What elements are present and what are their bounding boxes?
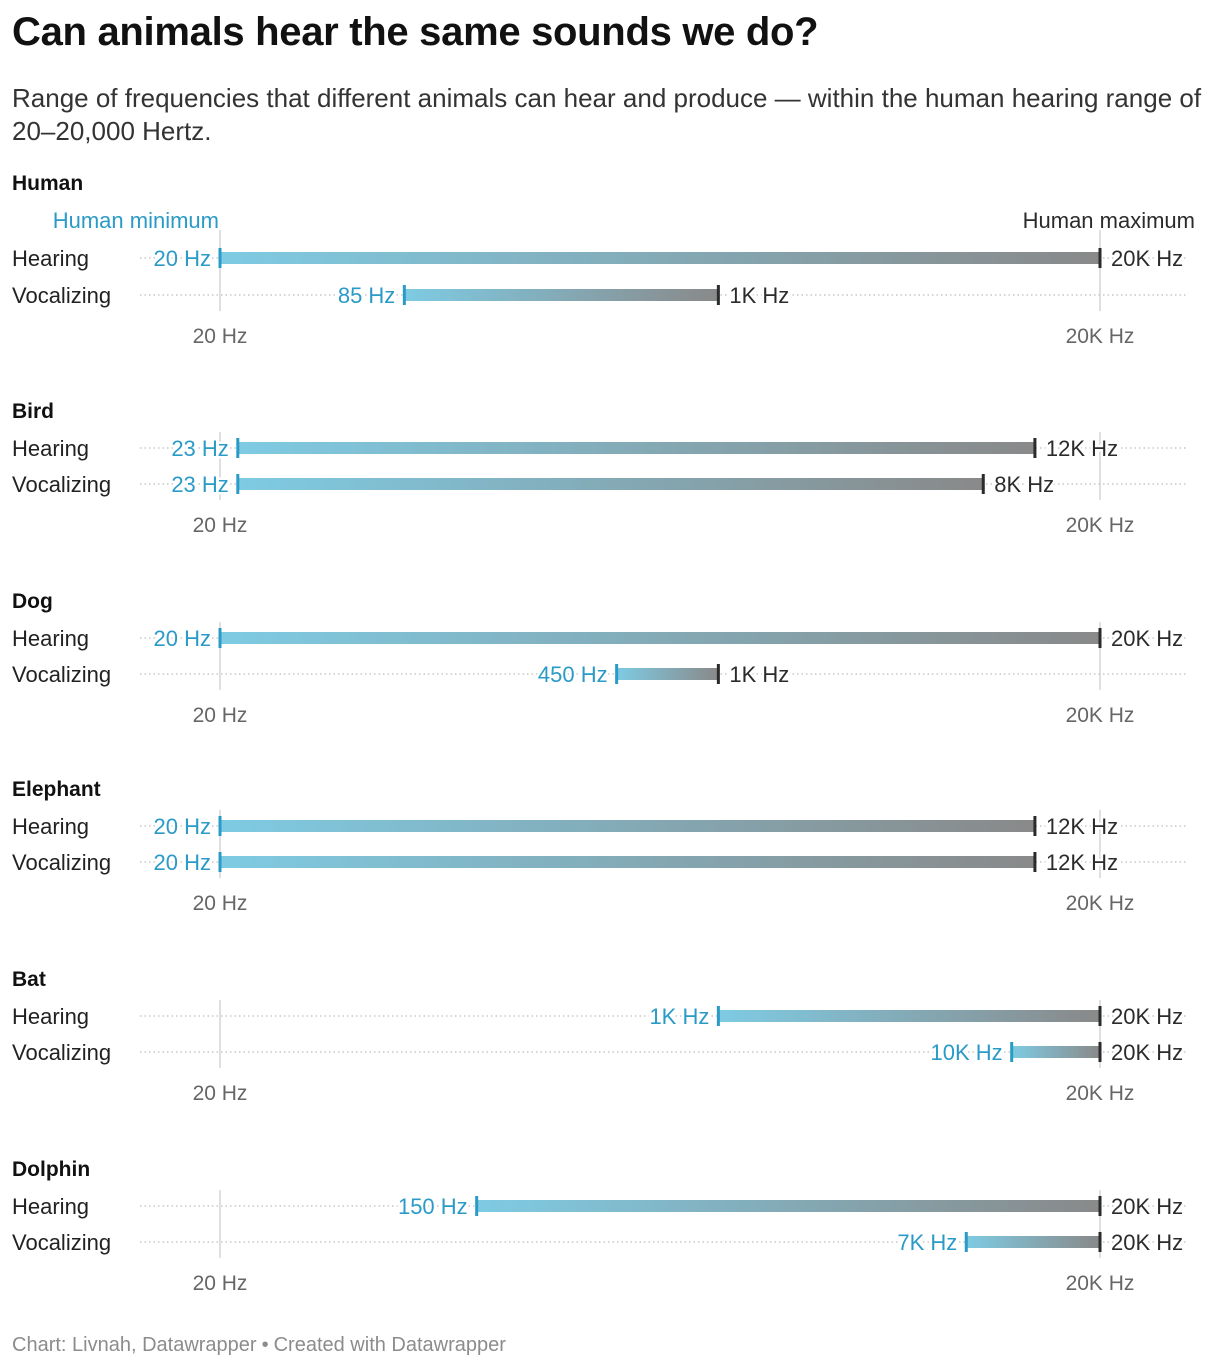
min-marker-bird-vocalizing — [236, 474, 240, 494]
max-label-bird-hearing: 12K Hz — [1046, 436, 1118, 461]
axis-tick-label-bat-1: 20K Hz — [1066, 1082, 1135, 1105]
axis-tick-label-dolphin-0: 20 Hz — [193, 1272, 248, 1295]
max-label-elephant-vocalizing: 12K Hz — [1046, 850, 1118, 875]
min-marker-elephant-hearing — [218, 816, 222, 836]
range-bar-elephant-hearing — [220, 820, 1035, 832]
panel-title-human: Human — [12, 172, 83, 195]
row-label-dog-vocalizing: Vocalizing — [12, 662, 111, 687]
range-chart: Human Human minimum Human maximum Hearing 20… — [12, 172, 1195, 1295]
row-label-dog-hearing: Hearing — [12, 626, 89, 651]
max-label-dog-hearing: 20K Hz — [1111, 626, 1183, 651]
max-label-elephant-hearing: 12K Hz — [1046, 814, 1118, 839]
max-label-dolphin-hearing: 20K Hz — [1111, 1194, 1183, 1219]
row-label-bird-vocalizing: Vocalizing — [12, 472, 111, 497]
max-marker-human-hearing — [1098, 248, 1102, 268]
max-label-bat-hearing: 20K Hz — [1111, 1004, 1183, 1029]
min-label-elephant-hearing: 20 Hz — [154, 814, 211, 839]
min-marker-bird-hearing — [236, 438, 240, 458]
min-marker-bat-vocalizing — [1010, 1042, 1014, 1062]
source-credit: Chart: Livnah, Datawrapper — [12, 1334, 257, 1356]
range-bar-bat-vocalizing — [1011, 1046, 1100, 1058]
min-marker-dog-hearing — [218, 628, 222, 648]
max-label-human-hearing: 20K Hz — [1111, 246, 1183, 271]
chart-title: Can animals hear the same sounds we do? — [12, 10, 819, 54]
panel-title-bat: Bat — [12, 968, 46, 991]
chart-subtitle: Range of frequencies that different anim… — [12, 83, 1202, 146]
axis-tick-label-dog-0: 20 Hz — [193, 704, 248, 727]
panel-title-elephant: Elephant — [12, 778, 101, 801]
panel-title-dolphin: Dolphin — [12, 1158, 90, 1181]
max-label-bird-vocalizing: 8K Hz — [994, 472, 1054, 497]
row-label-dolphin-hearing: Hearing — [12, 1194, 89, 1219]
annotation-human-minimum: Human minimum — [53, 208, 219, 233]
max-label-dog-vocalizing: 1K Hz — [729, 662, 789, 687]
range-bar-bat-hearing — [718, 1010, 1100, 1022]
tool-credit: Created with Datawrapper — [273, 1334, 506, 1356]
min-label-dog-hearing: 20 Hz — [154, 626, 211, 651]
range-bar-bird-hearing — [237, 442, 1035, 454]
max-label-dolphin-vocalizing: 20K Hz — [1111, 1230, 1183, 1255]
panel-title-bird: Bird — [12, 400, 54, 423]
range-bar-human-vocalizing — [404, 289, 719, 301]
axis-tick-label-bird-0: 20 Hz — [193, 514, 248, 537]
footer-separator: • — [261, 1334, 269, 1356]
max-marker-bird-vocalizing — [981, 474, 985, 494]
range-bar-dog-hearing — [220, 632, 1100, 644]
max-label-human-vocalizing: 1K Hz — [729, 283, 789, 308]
axis-tick-label-elephant-1: 20K Hz — [1066, 892, 1135, 915]
max-marker-elephant-vocalizing — [1033, 852, 1037, 872]
min-marker-bat-hearing — [716, 1006, 720, 1026]
min-label-bat-hearing: 1K Hz — [649, 1004, 709, 1029]
range-bar-human-hearing — [220, 252, 1100, 264]
max-label-bat-vocalizing: 20K Hz — [1111, 1040, 1183, 1065]
max-marker-dolphin-hearing — [1098, 1196, 1102, 1216]
min-label-dolphin-vocalizing: 7K Hz — [897, 1230, 957, 1255]
min-marker-dog-vocalizing — [615, 664, 619, 684]
max-marker-elephant-hearing — [1033, 816, 1037, 836]
row-label-human-vocalizing: Vocalizing — [12, 283, 111, 308]
row-label-elephant-hearing: Hearing — [12, 814, 89, 839]
row-label-human-hearing: Hearing — [12, 246, 89, 271]
min-marker-elephant-vocalizing — [218, 852, 222, 872]
axis-tick-label-dolphin-1: 20K Hz — [1066, 1272, 1135, 1295]
axis-tick-label-bat-0: 20 Hz — [193, 1082, 248, 1105]
max-marker-dog-vocalizing — [716, 664, 720, 684]
axis-tick-label-dog-1: 20K Hz — [1066, 704, 1135, 727]
min-label-bird-hearing: 23 Hz — [171, 436, 228, 461]
min-label-dolphin-hearing: 150 Hz — [398, 1194, 468, 1219]
row-label-bat-vocalizing: Vocalizing — [12, 1040, 111, 1065]
axis-tick-label-elephant-0: 20 Hz — [193, 892, 248, 915]
max-marker-dolphin-vocalizing — [1098, 1232, 1102, 1252]
min-marker-human-vocalizing — [402, 285, 406, 305]
range-bar-dog-vocalizing — [616, 668, 719, 680]
range-bar-dolphin-hearing — [476, 1200, 1100, 1212]
row-label-elephant-vocalizing: Vocalizing — [12, 850, 111, 875]
row-label-dolphin-vocalizing: Vocalizing — [12, 1230, 111, 1255]
max-marker-bat-hearing — [1098, 1006, 1102, 1026]
max-marker-dog-hearing — [1098, 628, 1102, 648]
min-label-human-vocalizing: 85 Hz — [338, 283, 395, 308]
max-marker-bat-vocalizing — [1098, 1042, 1102, 1062]
min-label-bat-vocalizing: 10K Hz — [931, 1040, 1003, 1065]
axis-tick-label-human-1: 20K Hz — [1066, 325, 1135, 348]
annotation-human-maximum: Human maximum — [1023, 208, 1195, 233]
range-bar-dolphin-vocalizing — [966, 1236, 1100, 1248]
min-marker-human-hearing — [218, 248, 222, 268]
row-label-bat-hearing: Hearing — [12, 1004, 89, 1029]
row-label-bird-hearing: Hearing — [12, 436, 89, 461]
panel-title-dog: Dog — [12, 590, 53, 613]
min-label-bird-vocalizing: 23 Hz — [171, 472, 228, 497]
max-marker-human-vocalizing — [716, 285, 720, 305]
min-label-elephant-vocalizing: 20 Hz — [154, 850, 211, 875]
min-label-dog-vocalizing: 450 Hz — [538, 662, 608, 687]
min-marker-dolphin-vocalizing — [964, 1232, 968, 1252]
axis-tick-label-bird-1: 20K Hz — [1066, 514, 1135, 537]
chart-footer: Chart: Livnah, Datawrapper • Created with … — [12, 1334, 506, 1357]
max-marker-bird-hearing — [1033, 438, 1037, 458]
axis-tick-label-human-0: 20 Hz — [193, 325, 248, 348]
range-bar-bird-vocalizing — [237, 478, 984, 490]
min-label-human-hearing: 20 Hz — [154, 246, 211, 271]
min-marker-dolphin-hearing — [475, 1196, 479, 1216]
range-bar-elephant-vocalizing — [220, 856, 1035, 868]
